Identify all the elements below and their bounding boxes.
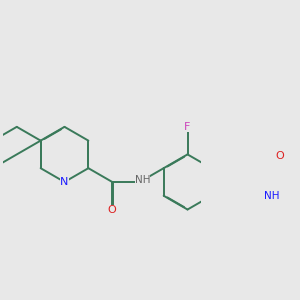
Text: F: F bbox=[184, 122, 191, 132]
Text: O: O bbox=[108, 205, 117, 214]
Text: O: O bbox=[275, 152, 284, 161]
Text: NH: NH bbox=[263, 191, 279, 201]
Text: N: N bbox=[60, 177, 69, 187]
Text: NH: NH bbox=[135, 175, 150, 185]
